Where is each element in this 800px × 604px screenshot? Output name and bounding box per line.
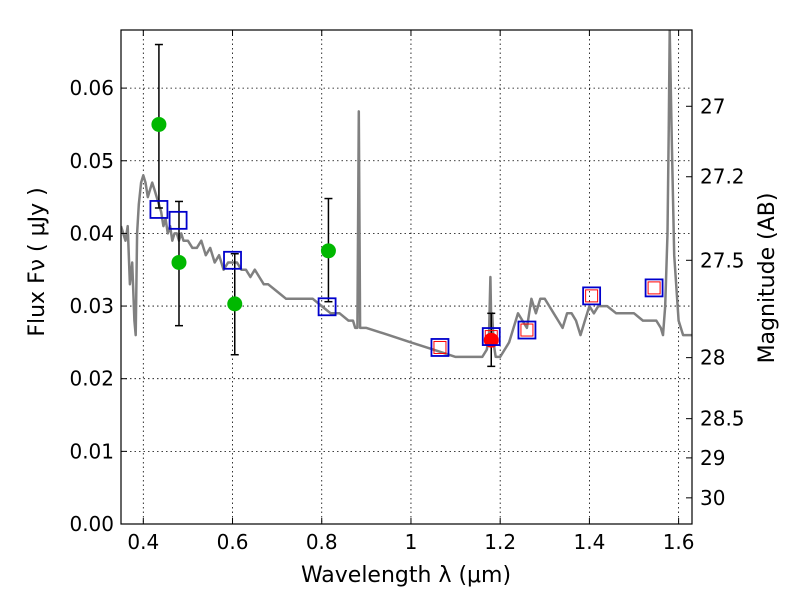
right-tick-label: 27 (700, 94, 725, 118)
y-axis-label-left: Flux Fν ( μJy ) (25, 187, 50, 336)
y-tick-label: 0.05 (69, 149, 114, 173)
model-spectrum-line (121, 30, 692, 359)
right-tick-label: 30 (700, 486, 725, 510)
right-tick-label: 28.5 (700, 407, 745, 431)
plot-frame (120, 29, 693, 525)
y-tick-label: 0.06 (69, 76, 114, 100)
right-tick-label: 27.2 (700, 165, 745, 189)
inner-red-square (520, 323, 534, 337)
right-tick-label: 29 (700, 446, 725, 470)
inner-red-square (585, 289, 599, 303)
right-tick-label: 28 (700, 346, 725, 370)
inner-red-square (484, 330, 498, 344)
data-points (149, 116, 664, 357)
x-tick-label: 0.8 (306, 530, 338, 554)
y-tick-label: 0.03 (69, 294, 114, 318)
red-point (483, 332, 499, 348)
y-tick-label: 0.01 (69, 439, 114, 463)
x-tick-label: 1 (405, 530, 418, 554)
open-square (168, 210, 188, 230)
green-point (171, 254, 187, 270)
x-tick-label: 1.2 (484, 530, 516, 554)
grid-lines (121, 30, 692, 524)
open-square (644, 278, 664, 298)
open-square (149, 200, 169, 219)
open-square (430, 338, 450, 357)
error-bars (154, 43, 496, 368)
open-square (517, 320, 537, 340)
axis-ticks: 0.4 0.6 0.8 1 1.2 1.4 1.6 0.00 0.01 0.02 0.03 0.04 0… (69, 30, 745, 554)
open-square (223, 250, 242, 270)
x-tick-label: 1.6 (663, 530, 695, 554)
green-point (227, 296, 243, 312)
model-spectrum (121, 30, 692, 359)
inner-red-square (647, 281, 661, 295)
open-square (481, 327, 501, 346)
y-tick-label: 0.00 (69, 512, 114, 536)
green-point (320, 243, 336, 259)
right-tick-label: 27.5 (700, 248, 745, 272)
open-square (317, 297, 337, 317)
y-tick-label: 0.04 (69, 221, 114, 245)
inner-red-square (433, 340, 447, 354)
open-square (582, 286, 602, 306)
green-point (151, 116, 167, 132)
x-axis-label: Wavelength λ (μm) (301, 563, 511, 588)
y-tick-label: 0.02 (69, 367, 114, 391)
y-axis-label-right: Magnitude (AB) (755, 193, 780, 364)
x-tick-label: 1.4 (573, 530, 605, 554)
x-tick-label: 0.6 (217, 530, 249, 554)
x-tick-label: 0.4 (127, 530, 159, 554)
